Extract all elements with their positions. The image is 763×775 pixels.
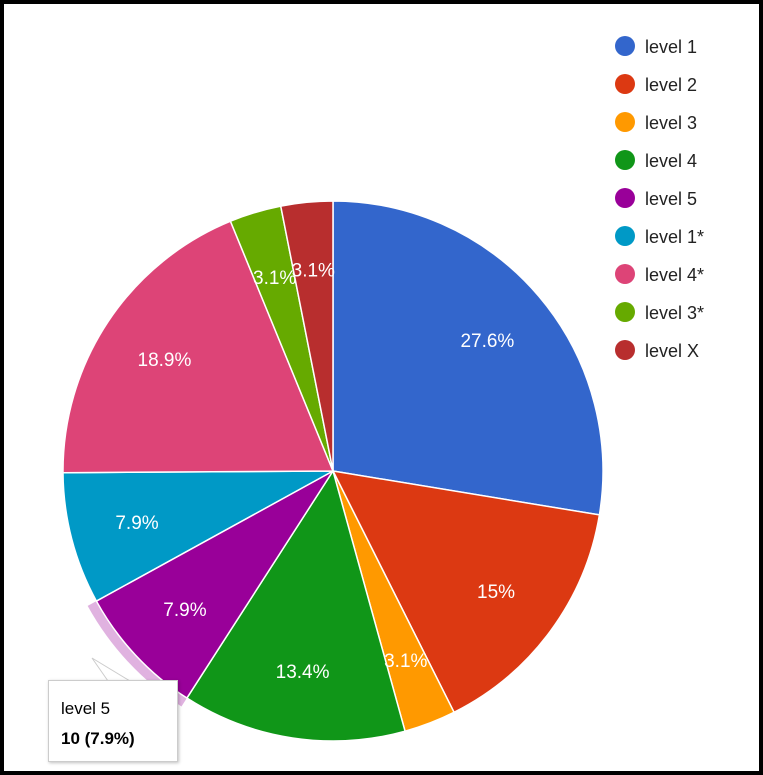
slice-label-level-1: 27.6%: [460, 331, 514, 352]
pie-slice-level-4-star[interactable]: [62, 220, 335, 474]
pie-chart: 27.6%15%3.1%13.4%7.9%7.9%18.9%3.1%3.1% l…: [62, 36, 704, 742]
legend-label-level-1-star[interactable]: level 1*: [645, 227, 704, 247]
pie-slice-level-1-star[interactable]: [62, 470, 334, 603]
legend-label-level-x[interactable]: level X: [645, 341, 699, 361]
tooltip: level 5 10 (7.9%): [48, 680, 178, 762]
slice-label-level-5: 7.9%: [163, 600, 206, 621]
legend: level 1 level 2 level 3 level 4 level 5 level…: [615, 36, 704, 361]
legend-label-level-4-star[interactable]: level 4*: [645, 265, 704, 285]
slice-label-level-x: 3.1%: [292, 260, 335, 281]
legend-label-level-3-star[interactable]: level 3*: [645, 303, 704, 323]
tooltip-value: 10 (7.9%): [61, 729, 135, 748]
pie-slice-level-5[interactable]: [95, 470, 334, 700]
pie-slice-level-1[interactable]: [332, 200, 604, 516]
pie-slice-level-2[interactable]: [331, 470, 601, 714]
tooltip-series-name: level 5: [61, 699, 111, 718]
pie-slice-level-4[interactable]: [185, 469, 406, 742]
legend-label-level-4[interactable]: level 4: [645, 151, 697, 171]
tooltip-pointer: [91, 657, 132, 682]
legend-marker-level-4-star[interactable]: [615, 264, 635, 284]
slice-label-level-3-star: 3.1%: [253, 268, 296, 289]
slice-label-level-4: 13.4%: [276, 662, 330, 683]
slice-label-level-2: 15%: [477, 582, 515, 603]
slice-label-level-1-star: 7.9%: [115, 513, 158, 534]
legend-marker-level-3-star[interactable]: [615, 302, 635, 322]
pie-slices: [62, 200, 604, 742]
legend-marker-level-2[interactable]: [615, 74, 635, 94]
slice-label-level-3: 3.1%: [384, 651, 427, 672]
legend-label-level-3[interactable]: level 3: [645, 113, 697, 133]
legend-marker-level-1-star[interactable]: [615, 226, 635, 246]
legend-marker-level-1[interactable]: [615, 36, 635, 56]
legend-label-level-2[interactable]: level 2: [645, 75, 697, 95]
legend-label-level-5[interactable]: level 5: [645, 189, 697, 209]
legend-marker-level-4[interactable]: [615, 150, 635, 170]
legend-marker-level-x[interactable]: [615, 340, 635, 360]
slice-label-level-4-star: 18.9%: [138, 350, 192, 371]
legend-marker-level-3[interactable]: [615, 112, 635, 132]
legend-marker-level-5[interactable]: [615, 188, 635, 208]
slice-labels: 27.6%15%3.1%13.4%7.9%7.9%18.9%3.1%3.1%: [115, 260, 515, 683]
pie-slice-level-x[interactable]: [279, 200, 334, 472]
legend-label-level-1[interactable]: level 1: [645, 37, 697, 57]
